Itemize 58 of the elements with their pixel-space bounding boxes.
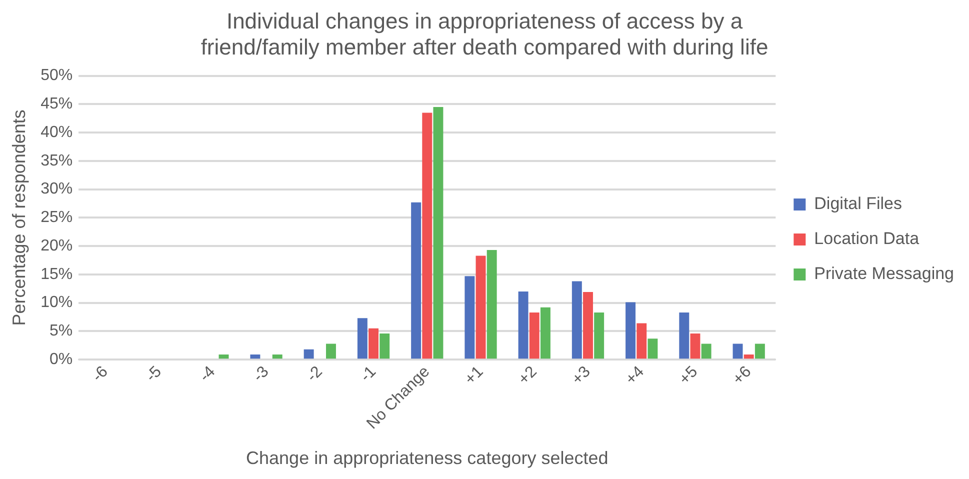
- x-tick-label: +6: [730, 363, 755, 388]
- bar: [701, 344, 712, 359]
- x-tick-label: -3: [250, 363, 272, 386]
- y-tick-label: 10%: [40, 294, 73, 312]
- bar: [272, 354, 282, 359]
- bar: [464, 276, 475, 359]
- bar: [732, 344, 743, 359]
- y-tick-label: 35%: [40, 152, 73, 170]
- y-tick-label: 45%: [40, 96, 73, 113]
- legend-label: Private Messaging: [814, 264, 954, 284]
- bar: [486, 250, 497, 359]
- bar: [594, 312, 604, 359]
- bar: [380, 333, 390, 359]
- bar: [518, 291, 528, 359]
- y-tick-label: 5%: [50, 322, 73, 340]
- legend-label: Location Data: [814, 229, 920, 248]
- bar: [636, 323, 647, 359]
- x-tick-label: -6: [89, 363, 112, 386]
- x-axis-title: Change in appropriateness category selected: [246, 448, 608, 468]
- bar: [250, 354, 260, 359]
- x-tick-label: -4: [196, 363, 219, 386]
- y-tick-label: 30%: [40, 180, 73, 198]
- x-tick-label: +4: [622, 363, 648, 388]
- y-axis-title: Percentage of respondents: [8, 110, 29, 326]
- x-tick-label: -1: [357, 363, 380, 386]
- bar: [583, 292, 593, 359]
- y-tick-label: 25%: [40, 209, 73, 226]
- bar: [357, 318, 368, 359]
- x-tick-label: -5: [142, 363, 166, 386]
- bar: [476, 256, 486, 359]
- y-tick-label: 20%: [40, 237, 73, 254]
- bar: [744, 354, 754, 359]
- y-tick-label: 50%: [40, 67, 73, 84]
- x-tick-label: -2: [304, 363, 326, 386]
- x-tick-label: +5: [676, 363, 702, 388]
- x-tick-label: +1: [462, 363, 487, 388]
- chart-title: Individual changes in appropriateness of access by a friend/family member after death compared with during life: [200, 8, 768, 60]
- bar: [422, 112, 432, 359]
- bar: [433, 107, 444, 359]
- bar: [626, 302, 636, 359]
- bar: [754, 344, 765, 359]
- y-tick-label: 40%: [40, 124, 73, 141]
- bar: [690, 333, 700, 359]
- bar: [368, 328, 379, 359]
- bar: [304, 349, 314, 359]
- x-tick-label: +3: [569, 363, 594, 388]
- y-tick-label: 0%: [50, 350, 73, 368]
- bar: [326, 344, 336, 359]
- y-tick-label: 15%: [40, 266, 73, 283]
- bar: [679, 312, 690, 359]
- bar: [411, 202, 422, 359]
- bar: [540, 307, 550, 359]
- legend-label: Digital Files: [814, 194, 902, 214]
- bar: [218, 354, 229, 359]
- bar: [572, 281, 582, 359]
- bar: [648, 338, 658, 359]
- bar: [529, 312, 540, 359]
- x-tick-label: +2: [515, 363, 540, 388]
